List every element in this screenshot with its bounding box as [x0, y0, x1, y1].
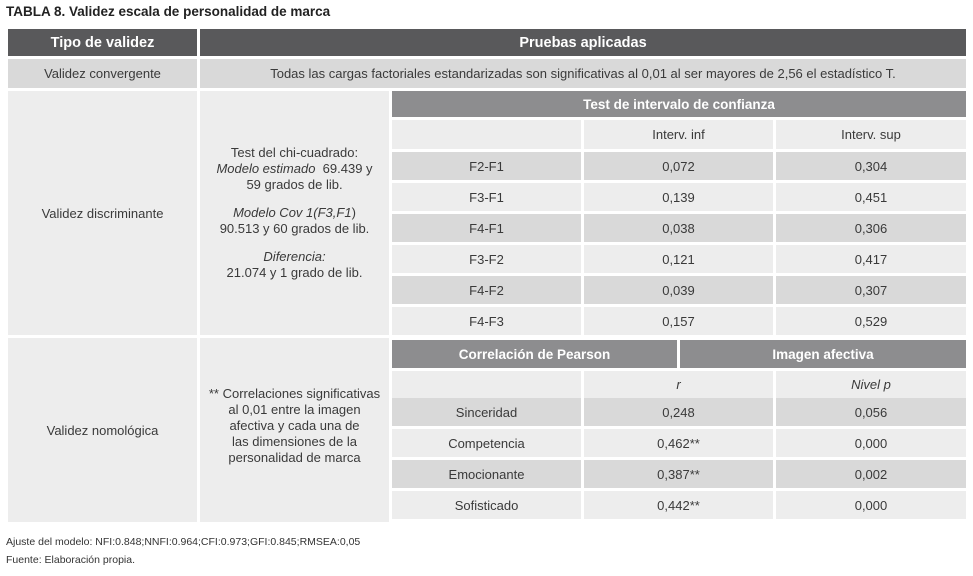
pearson-row-dim: Competencia: [392, 429, 581, 457]
ci-row-sup: 0,451: [776, 183, 966, 211]
ci-row-pair: F2-F1: [392, 152, 581, 180]
pearson-header-p: Nivel p: [776, 371, 966, 398]
ci-row-pair: F3-F2: [392, 245, 581, 273]
subheader-imagen-afectiva: Imagen afectiva: [680, 340, 966, 368]
pearson-row-r: 0,442**: [584, 491, 773, 519]
pearson-row-r: 0,248: [584, 398, 773, 426]
ci-row-pair: F4-F3: [392, 307, 581, 335]
desc-line: Modelo Cov 1(F3,F1): [233, 205, 356, 220]
ci-row-inf: 0,157: [584, 307, 773, 335]
ci-row-inf: 0,139: [584, 183, 773, 211]
source-note: Fuente: Elaboración propia.: [6, 554, 135, 566]
desc-line: personalidad de marca: [228, 450, 361, 465]
label-validez-convergente: Validez convergente: [8, 59, 197, 88]
pearson-row-dim: Sofisticado: [392, 491, 581, 519]
subheader-correlacion-pearson: Correlación de Pearson: [392, 340, 677, 368]
ci-row-inf: 0,072: [584, 152, 773, 180]
desc-line: 59 grados de lib.: [246, 177, 343, 192]
ci-row-sup: 0,304: [776, 152, 966, 180]
ci-row-sup: 0,529: [776, 307, 966, 335]
ci-row-sup: 0,417: [776, 245, 966, 273]
ci-row-pair: F4-F2: [392, 276, 581, 304]
ci-row-inf: 0,038: [584, 214, 773, 242]
desc-line: 21.074 y 1 grado de lib.: [226, 265, 363, 280]
header-tipo-de-validez: Tipo de validez: [8, 29, 197, 56]
desc-line: ** Correlaciones significativas: [208, 386, 381, 401]
ci-row-pair: F4-F1: [392, 214, 581, 242]
desc-line: 90.513 y 60 grados de lib.: [219, 221, 370, 236]
ci-row-inf: 0,039: [584, 276, 773, 304]
header-pruebas-aplicadas: Pruebas aplicadas: [200, 29, 966, 56]
desc-line: Test del chi-cuadrado:: [230, 145, 359, 160]
pearson-header-r: r: [584, 371, 773, 398]
label-validez-nomologica: Validez nomológica: [8, 338, 197, 522]
pearson-row-p: 0,000: [776, 491, 966, 519]
ci-header-sup: Interv. sup: [776, 120, 966, 149]
ci-row-pair: F3-F1: [392, 183, 581, 211]
desc-line: afectiva y cada una de: [229, 418, 360, 433]
nomologica-description: ** Correlaciones significativas al 0,01 …: [200, 338, 389, 522]
pearson-header-empty: [392, 371, 581, 398]
ci-header-empty: [392, 120, 581, 149]
desc-line: al 0,01 entre la imagen: [228, 402, 361, 417]
ci-header-inf: Interv. inf: [584, 120, 773, 149]
pearson-row-dim: Emocionante: [392, 460, 581, 488]
pearson-row-p: 0,000: [776, 429, 966, 457]
ci-row-sup: 0,307: [776, 276, 966, 304]
pearson-row-p: 0,002: [776, 460, 966, 488]
ci-row-inf: 0,121: [584, 245, 773, 273]
pearson-row-dim: Sinceridad: [392, 398, 581, 426]
pearson-row-r: 0,462**: [584, 429, 773, 457]
pearson-row-r: 0,387**: [584, 460, 773, 488]
discriminante-description: Test del chi-cuadrado: Modelo estimado 6…: [200, 91, 389, 335]
ci-row-sup: 0,306: [776, 214, 966, 242]
subheader-test-intervalo: Test de intervalo de confianza: [392, 91, 966, 117]
desc-line: Modelo estimado 69.439 y: [216, 161, 373, 176]
label-validez-discriminante: Validez discriminante: [8, 91, 197, 335]
pearson-row-p: 0,056: [776, 398, 966, 426]
convergente-text: Todas las cargas factoriales estandariza…: [200, 59, 966, 88]
desc-line: las dimensiones de la: [231, 434, 358, 449]
table-title: TABLA 8. Validez escala de personalidad …: [6, 4, 331, 19]
model-fit-note: Ajuste del modelo: NFI:0.848;NNFI:0.964;…: [6, 536, 361, 548]
desc-line: Diferencia:: [263, 249, 326, 264]
